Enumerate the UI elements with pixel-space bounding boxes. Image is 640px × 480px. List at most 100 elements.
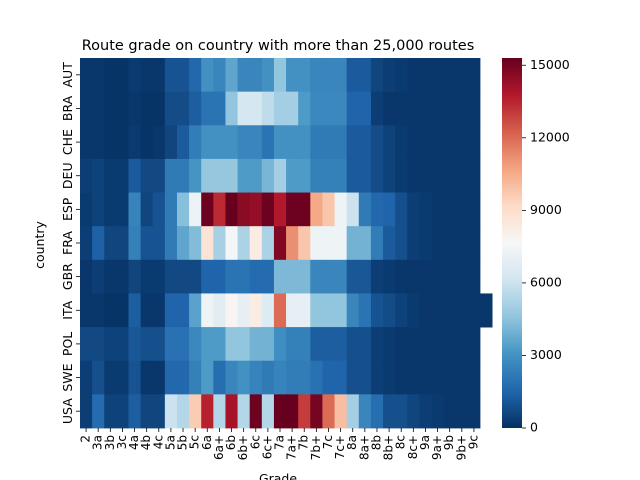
y-tick-label: USA — [60, 398, 75, 424]
heatmap-cell — [176, 394, 190, 429]
heatmap-cell — [419, 158, 432, 193]
heatmap-cell — [358, 125, 372, 160]
heatmap-cell — [334, 226, 348, 261]
heatmap-cell — [128, 360, 141, 395]
heatmap-cell — [189, 91, 202, 126]
x-tick-label: 3b — [103, 435, 117, 450]
heatmap-cell — [286, 327, 299, 362]
heatmap-cell — [273, 259, 287, 294]
heatmap-cell — [273, 226, 287, 261]
heatmap-cell — [443, 293, 457, 328]
heatmap-cell — [164, 125, 178, 160]
colorbar — [502, 58, 522, 428]
heatmap-cell — [104, 91, 117, 126]
heatmap-cell — [419, 360, 432, 395]
heatmap-cell — [407, 226, 420, 261]
heatmap-cell — [455, 226, 469, 261]
heatmap-cell — [419, 327, 432, 362]
heatmap-cell — [237, 91, 251, 126]
heatmap-cell — [346, 360, 360, 395]
heatmap-cell — [164, 327, 178, 362]
heatmap-cell — [201, 226, 214, 261]
heatmap-cell — [225, 125, 238, 160]
heatmap-cell — [176, 259, 190, 294]
heatmap-cell — [370, 91, 384, 126]
heatmap-cell — [152, 360, 166, 395]
heatmap-cell — [310, 259, 323, 294]
heatmap-cell — [286, 394, 299, 429]
x-axis-label: Grade — [259, 471, 297, 480]
heatmap-cell — [116, 91, 129, 126]
x-tick-label: 4c — [151, 435, 165, 449]
heatmap-cell — [225, 58, 238, 93]
chart-title: Route grade on country with more than 25… — [82, 38, 475, 54]
heatmap-cell — [346, 327, 360, 362]
heatmap-cell — [152, 125, 166, 160]
heatmap-cell — [116, 327, 129, 362]
heatmap-cell — [310, 192, 323, 227]
heatmap-cell — [322, 327, 335, 362]
x-tick-label: 6b — [224, 435, 238, 450]
heatmap-cell — [407, 158, 420, 193]
colorbar-tick-label: 9000 — [530, 202, 562, 217]
heatmap-cell — [286, 259, 299, 294]
x-tick-label: 8a+ — [357, 435, 371, 460]
heatmap-cell — [383, 394, 396, 429]
heatmap-cell — [104, 360, 117, 395]
heatmap-cell — [419, 226, 432, 261]
heatmap-cell — [467, 394, 481, 429]
heatmap-cell — [370, 327, 384, 362]
heatmap-cell — [213, 293, 226, 328]
heatmap-cell — [189, 394, 202, 429]
y-tick-label: ITA — [60, 300, 75, 319]
heatmap-cell — [286, 360, 299, 395]
heatmap-cell — [443, 158, 457, 193]
heatmap-cell — [140, 293, 154, 328]
heatmap-cell — [213, 360, 226, 395]
heatmap-cell — [467, 158, 481, 193]
colorbar-tick-label: 12000 — [530, 129, 570, 144]
heatmap-cell — [152, 226, 166, 261]
heatmap-cell — [116, 192, 129, 227]
x-tick-label: 4b — [139, 435, 153, 450]
x-tick-label: 5b — [176, 435, 190, 450]
heatmap-cell — [92, 192, 105, 227]
heatmap-cell — [176, 293, 190, 328]
heatmap-cell — [80, 360, 93, 395]
heatmap-cell — [383, 58, 396, 93]
heatmap-cell — [395, 125, 408, 160]
heatmap-cell — [298, 293, 311, 328]
heatmap-cell — [286, 226, 299, 261]
heatmap-cell — [407, 125, 420, 160]
heatmap-cell — [358, 91, 372, 126]
heatmap-cell — [128, 125, 141, 160]
heatmap-cell — [383, 360, 396, 395]
heatmap-cell — [213, 192, 226, 227]
heatmap-cell — [92, 293, 105, 328]
heatmap-cell — [334, 158, 348, 193]
heatmap-cell — [128, 293, 141, 328]
heatmap-cell — [395, 327, 408, 362]
heatmap-cell — [140, 226, 154, 261]
heatmap-cell — [286, 91, 299, 126]
heatmap-cell — [455, 327, 469, 362]
heatmap-cell — [310, 58, 323, 93]
heatmap-cell — [201, 327, 214, 362]
heatmap-cell — [370, 192, 384, 227]
heatmap-cell — [140, 259, 154, 294]
heatmap-cell — [237, 259, 251, 294]
heatmap-cell — [431, 158, 445, 193]
x-tick-label: 9a+ — [430, 435, 444, 460]
x-tick-label: 5a — [163, 435, 177, 450]
heatmap-cell — [310, 327, 323, 362]
heatmap-cell — [116, 158, 129, 193]
heatmap-cell — [80, 394, 93, 429]
heatmap-cell — [286, 125, 299, 160]
heatmap-cell — [152, 394, 166, 429]
heatmap-cell — [92, 125, 105, 160]
heatmap-cell — [104, 158, 117, 193]
heatmap-cell — [164, 158, 178, 193]
heatmap-cell — [237, 394, 251, 429]
heatmap-cell — [189, 259, 202, 294]
